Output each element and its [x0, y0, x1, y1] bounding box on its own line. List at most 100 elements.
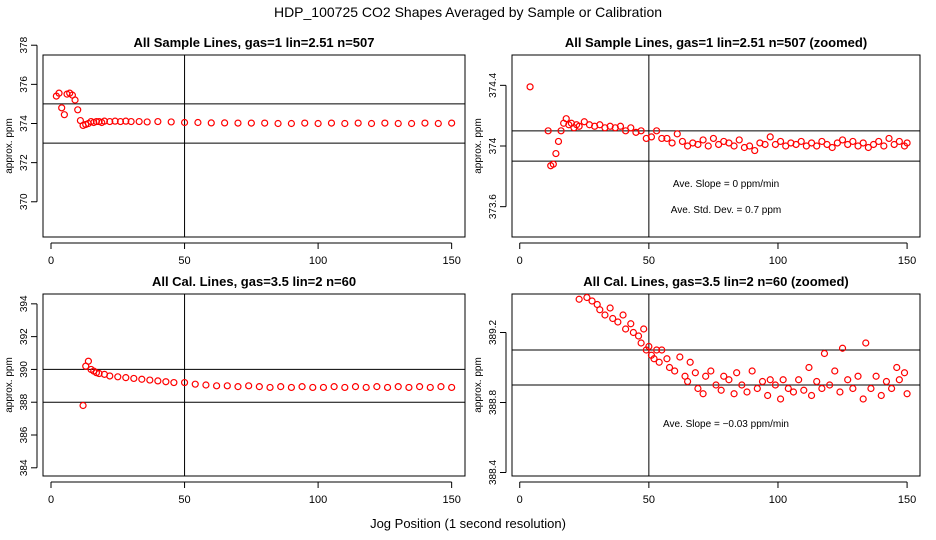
data-point: [162, 378, 170, 386]
data-point: [191, 380, 199, 388]
x-tick-label: 100: [309, 494, 327, 506]
data-point: [709, 134, 718, 143]
y-tick-label: 386: [19, 426, 30, 443]
data-point: [699, 390, 707, 398]
x-tick-label: 150: [898, 255, 916, 267]
y-tick-label: 372: [19, 154, 30, 171]
data-point: [341, 119, 349, 128]
plot-frame: [42, 293, 466, 477]
data-point: [448, 383, 456, 392]
data-point: [327, 119, 336, 127]
data-point: [751, 146, 759, 155]
data-point: [221, 119, 229, 127]
data-point: [79, 401, 87, 410]
data-point: [862, 339, 870, 347]
data-point: [575, 295, 583, 303]
data-point: [627, 124, 635, 132]
y-axis-label: approx. ppm: [4, 357, 15, 413]
data-point: [707, 367, 715, 375]
data-point: [864, 143, 872, 152]
figure-x-axis-label: Jog Position (1 second resolution): [370, 516, 566, 531]
data-point: [616, 122, 625, 130]
data-point: [111, 117, 119, 125]
data-point: [782, 142, 790, 150]
plot-frame: [42, 54, 466, 238]
data-point: [362, 383, 370, 392]
data-point: [629, 328, 637, 337]
data-point: [820, 349, 829, 358]
data-point: [549, 160, 557, 168]
data-point: [890, 140, 898, 149]
data-point: [673, 130, 681, 138]
data-point: [60, 111, 68, 119]
data-point: [725, 139, 733, 147]
data-point: [180, 378, 189, 387]
data-point: [800, 386, 808, 394]
data-point: [826, 381, 834, 389]
x-tick-label: 150: [442, 255, 460, 267]
data-point: [373, 383, 381, 391]
y-tick-label: 376: [19, 76, 30, 93]
data-point: [807, 139, 816, 147]
data-point: [448, 119, 456, 127]
x-tick-label: 100: [769, 494, 787, 506]
data-point: [903, 390, 911, 398]
data-point: [733, 369, 741, 377]
panel-title: All Sample Lines, gas=1 lin=2.51 n=507 (…: [565, 35, 867, 50]
data-point: [833, 139, 841, 147]
y-tick-label: 388.8: [488, 390, 499, 415]
data-point: [557, 127, 565, 135]
data-point: [797, 137, 805, 146]
data-point: [658, 346, 666, 354]
data-point: [691, 369, 699, 377]
data-point: [634, 332, 643, 340]
data-point: [351, 383, 360, 391]
data-point: [234, 383, 242, 391]
data-point: [668, 139, 676, 147]
data-point: [154, 117, 162, 126]
data-point: [655, 358, 663, 366]
x-tick-label: 100: [309, 255, 327, 267]
data-point: [562, 115, 570, 123]
x-tick-label: 0: [517, 255, 523, 267]
data-point: [779, 376, 787, 384]
data-point: [748, 367, 756, 375]
data-point: [596, 306, 604, 314]
data-point: [743, 388, 751, 396]
y-tick-label: 374.4: [488, 72, 499, 97]
data-point: [627, 320, 635, 328]
data-point: [854, 142, 862, 150]
data-point: [735, 136, 743, 144]
data-point: [170, 378, 178, 387]
data-point: [895, 376, 903, 384]
data-point: [880, 142, 888, 150]
data-point: [738, 381, 746, 389]
data-point: [622, 127, 630, 135]
data-point: [717, 386, 725, 394]
data-point: [838, 136, 847, 144]
x-tick-label: 50: [178, 255, 190, 267]
data-point: [106, 117, 114, 126]
chart-annotation: Ave. Std. Dev. = 0.7 ppm: [671, 205, 782, 216]
data-point: [127, 117, 135, 126]
data-point: [319, 383, 328, 392]
data-point: [776, 137, 785, 146]
y-tick-label: 388.4: [488, 460, 499, 485]
data-point: [614, 318, 622, 326]
data-point: [893, 363, 901, 372]
y-tick-label: 390: [19, 361, 30, 378]
data-point: [434, 119, 442, 128]
data-point: [606, 304, 614, 312]
data-point: [877, 391, 885, 400]
data-point: [702, 372, 710, 380]
data-point: [725, 376, 733, 384]
data-point: [71, 96, 79, 104]
y-tick-label: 388: [19, 393, 30, 410]
panel-title: All Cal. Lines, gas=3.5 lin=2 n=60: [152, 274, 356, 289]
data-point: [686, 358, 694, 366]
data-point: [637, 127, 645, 135]
data-point: [720, 372, 728, 380]
y-tick-label: 378: [19, 36, 30, 53]
data-point: [887, 384, 896, 393]
